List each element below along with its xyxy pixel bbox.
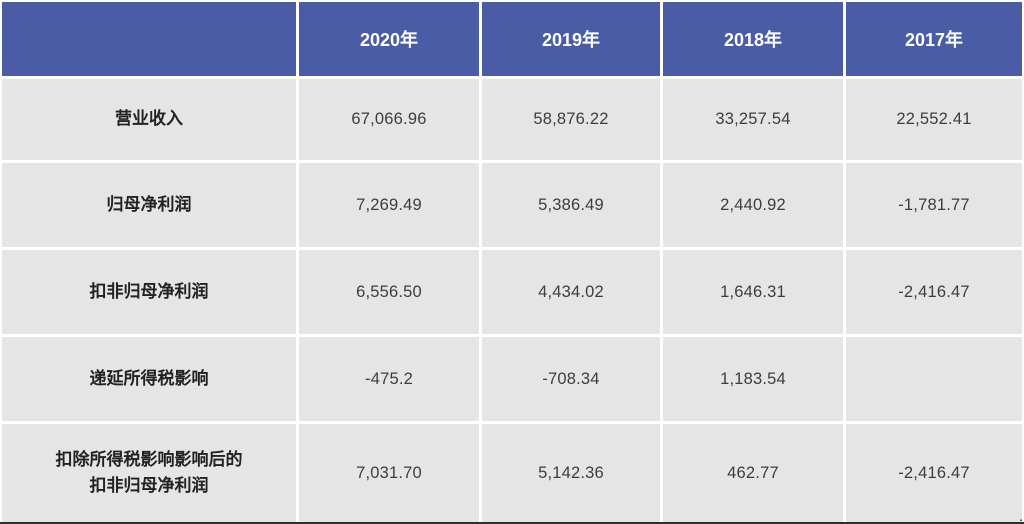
cell-deferred-tax-2019: -708.34 <box>482 337 660 421</box>
column-header-2017: 2017年 <box>846 2 1022 76</box>
cell-net-profit-2020: 7,269.49 <box>299 163 479 247</box>
row-label-adjusted-net-profit: 扣非归母净利润 <box>2 250 296 334</box>
cell-adjusted-ex-tax-2019: 5,142.36 <box>482 424 660 522</box>
cell-adjusted-net-profit-2019: 4,434.02 <box>482 250 660 334</box>
cell-adjusted-net-profit-2020: 6,556.50 <box>299 250 479 334</box>
trailing-period-text: . <box>1019 508 1023 524</box>
cell-adjusted-ex-tax-2020: 7,031.70 <box>299 424 479 522</box>
cell-adjusted-net-profit-2018: 1,646.31 <box>663 250 843 334</box>
cell-revenue-2017: 22,552.41 <box>846 79 1022 160</box>
row-label-revenue: 营业收入 <box>2 79 296 160</box>
cell-net-profit-2018: 2,440.92 <box>663 163 843 247</box>
cell-revenue-2019: 58,876.22 <box>482 79 660 160</box>
column-header-2020: 2020年 <box>299 2 479 76</box>
cell-deferred-tax-2018: 1,183.54 <box>663 337 843 421</box>
cell-adjusted-ex-tax-2017: -2,416.47 <box>846 424 1022 522</box>
column-header-2018: 2018年 <box>663 2 843 76</box>
row-label-deferred-tax-impact: 递延所得税影响 <box>2 337 296 421</box>
cell-deferred-tax-2017 <box>846 337 1022 421</box>
cell-deferred-tax-2020: -475.2 <box>299 337 479 421</box>
header-corner-cell <box>2 2 296 76</box>
cell-adjusted-net-profit-2017: -2,416.47 <box>846 250 1022 334</box>
row-label-net-profit: 归母净利润 <box>2 163 296 247</box>
column-header-2019: 2019年 <box>482 2 660 76</box>
row-label-adjusted-net-profit-ex-tax: 扣除所得税影响影响后的 扣非归母净利润 <box>2 424 296 522</box>
cell-net-profit-2017: -1,781.77 <box>846 163 1022 247</box>
cell-revenue-2020: 67,066.96 <box>299 79 479 160</box>
cell-adjusted-ex-tax-2018: 462.77 <box>663 424 843 522</box>
cell-net-profit-2019: 5,386.49 <box>482 163 660 247</box>
cell-revenue-2018: 33,257.54 <box>663 79 843 160</box>
